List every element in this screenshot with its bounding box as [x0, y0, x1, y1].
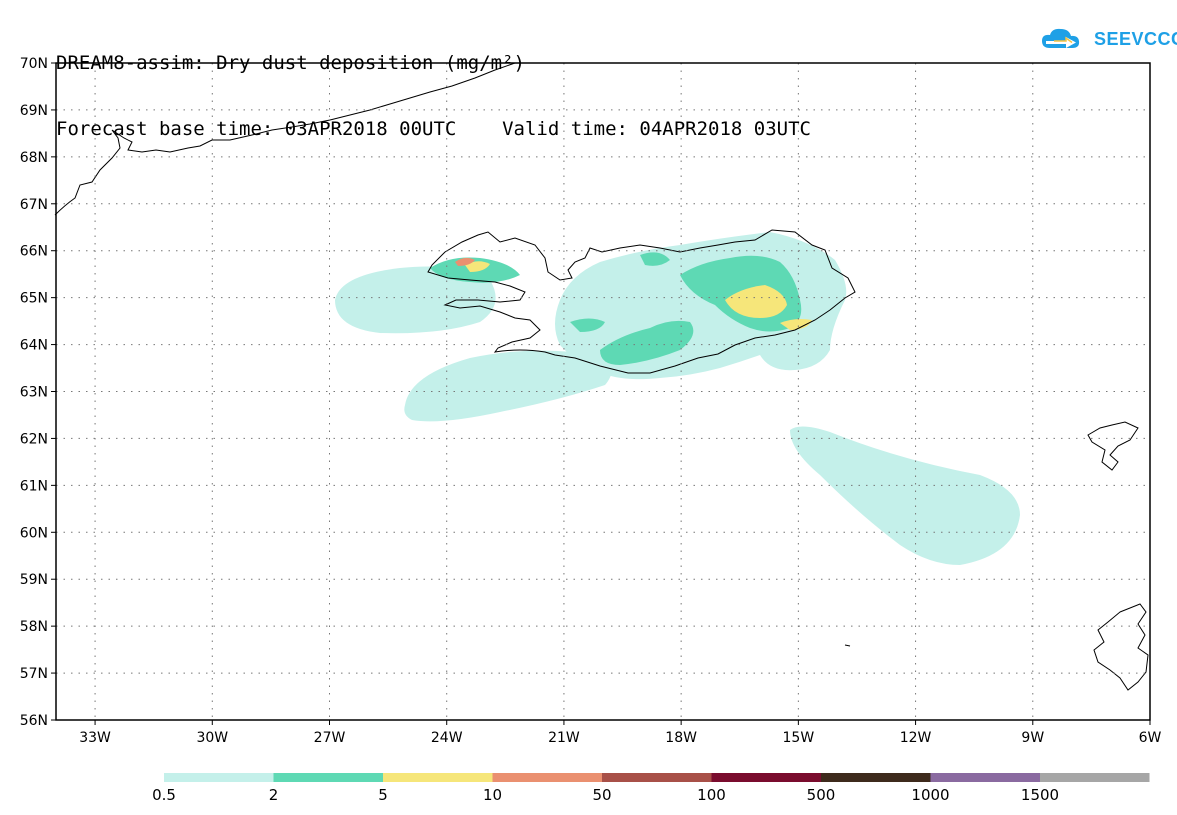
colorbar-swatch: [821, 773, 931, 782]
colorbar-swatch: [273, 773, 383, 782]
lat-tick-label: 61N: [20, 478, 48, 494]
colorbar-swatch: [602, 773, 712, 782]
lat-tick-label: 57N: [20, 666, 48, 682]
plume-core-north2: [640, 252, 670, 266]
lat-tick-label: 65N: [20, 291, 48, 307]
colorbar-swatch: [164, 773, 274, 782]
scotland-coast: [1093, 603, 1149, 691]
colorbar-label: 1500: [1021, 786, 1059, 804]
lon-tick-label: 24W: [431, 730, 463, 746]
plume-core-mid: [570, 318, 605, 332]
lat-tick-label: 70N: [20, 56, 48, 72]
plume-max-north: [725, 285, 787, 318]
lat-tick-label: 68N: [20, 150, 48, 166]
longitude-axis: 33W 30W 27W 24W 21W 18W 15W 12W 9W 6W: [79, 720, 1162, 746]
deposition-field: [335, 232, 1020, 565]
lon-tick-label: 21W: [548, 730, 580, 746]
lat-tick-label: 58N: [20, 619, 48, 635]
plume-core-south: [600, 320, 694, 365]
colorbar-label: 50: [592, 786, 611, 804]
lat-tick-label: 64N: [20, 338, 48, 354]
seevccc-logo: SEEVCCC: [1040, 26, 1177, 52]
lat-tick-label: 59N: [20, 572, 48, 588]
lat-tick-label: 69N: [20, 103, 48, 119]
greenland-coast: [54, 62, 516, 216]
lon-tick-label: 30W: [196, 730, 228, 746]
colorbar-label: 2: [269, 786, 279, 804]
plume-peak-west: [455, 257, 475, 266]
cloud-arrow-icon: [1042, 28, 1080, 48]
colorbar-swatch: [711, 773, 821, 782]
rockall: [844, 644, 851, 647]
plume-max-south: [780, 319, 812, 330]
latitude-axis: 70N 69N 68N 67N 66N 65N 64N 63N 62N 61N 60N 59N 58N 5…: [20, 56, 56, 729]
lat-tick-label: 66N: [20, 244, 48, 260]
iceland-coast: [427, 229, 856, 374]
plume-southeast: [790, 426, 1020, 565]
lon-tick-label: 6W: [1139, 730, 1162, 746]
colorbar-label: 10: [483, 786, 502, 804]
colorbar-swatch: [1040, 773, 1150, 782]
colorbar-label: 5: [378, 786, 388, 804]
lat-tick-label: 60N: [20, 525, 48, 541]
colorbar-label: 0.5: [152, 786, 176, 804]
plume-west: [335, 266, 496, 334]
logo-text: SEEVCCC: [1094, 28, 1177, 49]
lat-tick-label: 63N: [20, 385, 48, 401]
lon-tick-label: 27W: [314, 730, 346, 746]
colorbar-swatch: [383, 773, 493, 782]
colorbar-label: 100: [697, 786, 726, 804]
lon-tick-label: 9W: [1021, 730, 1044, 746]
colorbar-label: 1000: [911, 786, 949, 804]
lon-tick-label: 18W: [665, 730, 697, 746]
lon-tick-label: 12W: [900, 730, 932, 746]
lat-tick-label: 67N: [20, 197, 48, 213]
faroe-islands: [1087, 421, 1139, 471]
plume-max-west: [465, 261, 490, 272]
lat-tick-label: 62N: [20, 431, 48, 447]
colorbar-swatch: [930, 773, 1040, 782]
colorbar-label: 500: [807, 786, 836, 804]
colorbar: 0.5 2 5 10 50 100 500 1000 1500: [152, 773, 1150, 804]
plume-southwest: [404, 350, 612, 422]
map-frame: [55, 62, 1151, 721]
lon-tick-label: 15W: [783, 730, 815, 746]
colorbar-swatch: [492, 773, 602, 782]
lat-tick-label: 56N: [20, 713, 48, 729]
graticule: [56, 63, 1150, 720]
coastlines: [54, 62, 1149, 691]
lon-tick-label: 33W: [79, 730, 111, 746]
